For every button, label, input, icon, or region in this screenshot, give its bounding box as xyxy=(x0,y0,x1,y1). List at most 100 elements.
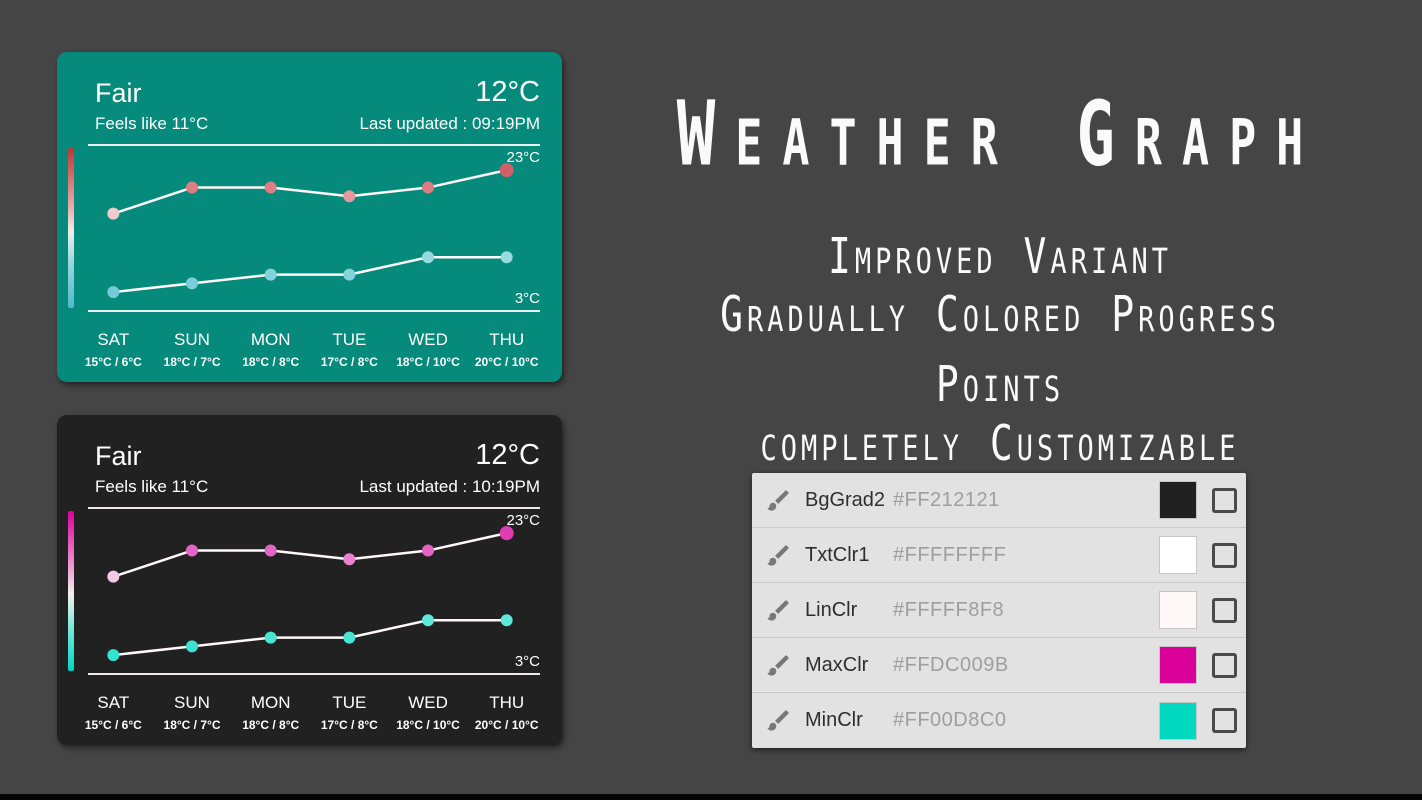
day-label: SAT xyxy=(97,330,130,349)
min-axis-label: 3°C xyxy=(514,653,540,670)
day-hilo-label: 15°C / 6°C xyxy=(84,718,142,732)
day-hilo-label: 17°C / 8°C xyxy=(320,355,378,369)
max-temp-point xyxy=(422,544,434,557)
day-label: THU xyxy=(489,693,525,712)
min-temp-point xyxy=(422,251,434,264)
color-hex-value: #FFDC009B xyxy=(893,653,1009,676)
min-temp-point xyxy=(422,614,434,627)
max-temp-line xyxy=(112,168,507,215)
min-temp-point xyxy=(500,251,513,264)
day-label: WED xyxy=(408,330,448,349)
condition-label: Fair xyxy=(95,78,142,108)
color-swatch[interactable] xyxy=(1159,646,1197,684)
temperature-gradient-bar xyxy=(68,511,74,671)
max-temp-point xyxy=(422,181,434,194)
max-temp-point xyxy=(107,207,120,220)
color-swatch[interactable] xyxy=(1159,481,1197,519)
forecast-line-chart xyxy=(107,526,514,662)
min-temp-point xyxy=(343,268,356,281)
day-column: SUN 18°C / 7°C xyxy=(153,693,232,732)
chart-bottom-line xyxy=(88,310,540,312)
weather-widget-dark[interactable]: Fair 12°C Feels like 11°C Last updated :… xyxy=(57,415,562,745)
max-temp-point xyxy=(343,553,356,566)
color-swatch[interactable] xyxy=(1159,536,1197,574)
subtitle-line-2: Points xyxy=(935,355,1065,413)
day-column: THU 20°C / 10°C xyxy=(467,693,546,732)
day-label: SUN xyxy=(174,330,210,349)
day-label: THU xyxy=(489,330,525,349)
day-hilo-label: 18°C / 8°C xyxy=(242,355,300,369)
temperature-gradient-bar xyxy=(68,148,74,308)
day-column: WED 18°C / 10°C xyxy=(389,330,468,369)
color-checkbox[interactable] xyxy=(1212,652,1237,678)
day-labels-row: SAT 15°C / 6°C SUN 18°C / 7°C MON 18°C / 8°C T… xyxy=(74,693,546,732)
paintbrush-icon xyxy=(767,544,789,566)
day-column: SAT 15°C / 6°C xyxy=(74,693,153,732)
color-setting-row[interactable]: LinClr #FFFFF8F8 xyxy=(752,583,1246,638)
color-settings-panel: BgGrad2 #FF212121 TxtClr1 #FFFFFFFF LinClr #F… xyxy=(752,473,1246,748)
color-checkbox[interactable] xyxy=(1212,597,1237,623)
day-label: TUE xyxy=(332,693,367,712)
max-temp-point xyxy=(107,570,120,583)
min-temp-point xyxy=(107,286,120,299)
min-temp-point xyxy=(107,649,120,662)
day-labels-row: SAT 15°C / 6°C SUN 18°C / 7°C MON 18°C / 8°C T… xyxy=(74,330,546,369)
subtitle-gradually-colored: Gradually Colored Progress Points xyxy=(590,279,1410,419)
day-label: MON xyxy=(250,693,291,712)
paintbrush-icon xyxy=(767,710,789,731)
day-column: TUE 17°C / 8°C xyxy=(310,693,389,732)
color-setting-row[interactable]: BgGrad2 #FF212121 xyxy=(752,473,1246,528)
chart-top-line xyxy=(88,507,540,509)
paintbrush-icon xyxy=(767,654,789,676)
max-axis-label: 23°C xyxy=(506,512,540,529)
chart-top-line xyxy=(88,144,540,146)
color-setting-label: BgGrad2 xyxy=(805,488,886,511)
current-temp-label: 12°C xyxy=(475,439,540,471)
paintbrush-icon xyxy=(767,489,789,511)
max-temp-point xyxy=(499,526,514,541)
day-label: WED xyxy=(408,693,448,712)
day-label: SAT xyxy=(97,693,130,712)
color-setting-label: MaxClr xyxy=(805,653,869,676)
color-hex-value: #FFFFFFFF xyxy=(893,543,1007,566)
color-checkbox[interactable] xyxy=(1212,487,1237,513)
bottom-bar xyxy=(0,794,1422,800)
color-hex-value: #FFFFF8F8 xyxy=(893,598,1005,621)
color-swatch[interactable] xyxy=(1159,701,1197,740)
color-swatch[interactable] xyxy=(1159,591,1197,629)
last-updated-label: Last updated : 10:19PM xyxy=(359,477,540,496)
chart-bottom-line xyxy=(88,673,540,675)
feels-like-label: Feels like 11°C xyxy=(95,477,209,496)
max-temp-point xyxy=(499,163,514,178)
day-hilo-label: 20°C / 10°C xyxy=(474,718,539,732)
color-setting-label: LinClr xyxy=(805,598,858,621)
day-label: MON xyxy=(250,330,291,349)
max-temp-line xyxy=(112,531,507,578)
color-checkbox[interactable] xyxy=(1212,708,1237,733)
day-hilo-label: 18°C / 10°C xyxy=(396,718,460,732)
color-setting-label: MinClr xyxy=(805,709,863,731)
color-setting-label: TxtClr1 xyxy=(805,543,870,566)
color-setting-row[interactable]: MinClr #FF00D8C0 xyxy=(752,693,1246,748)
color-setting-row[interactable]: MaxClr #FFDC009B xyxy=(752,638,1246,693)
paintbrush-icon xyxy=(767,599,789,621)
last-updated-label: Last updated : 09:19PM xyxy=(359,114,540,133)
day-hilo-label: 18°C / 7°C xyxy=(163,355,221,369)
color-setting-row[interactable]: TxtClr1 #FFFFFFFF xyxy=(752,528,1246,583)
max-temp-point xyxy=(264,544,277,557)
min-temp-line xyxy=(113,618,507,657)
subtitle-improved-variant: Improved Variant xyxy=(828,227,1172,285)
color-checkbox[interactable] xyxy=(1212,542,1237,568)
day-label: TUE xyxy=(332,330,367,349)
weather-widget-teal[interactable]: Fair 12°C Feels like 11°C Last updated :… xyxy=(57,52,562,382)
subtitle-line-1: Gradually Colored Progress xyxy=(720,285,1280,343)
min-temp-point xyxy=(186,640,198,653)
min-temp-point xyxy=(186,277,198,290)
day-column: MON 18°C / 8°C xyxy=(231,330,310,369)
max-temp-point xyxy=(186,544,198,557)
day-hilo-label: 18°C / 10°C xyxy=(396,355,460,369)
max-temp-point xyxy=(186,181,198,194)
condition-label: Fair xyxy=(95,441,142,471)
day-hilo-label: 17°C / 8°C xyxy=(320,718,378,732)
